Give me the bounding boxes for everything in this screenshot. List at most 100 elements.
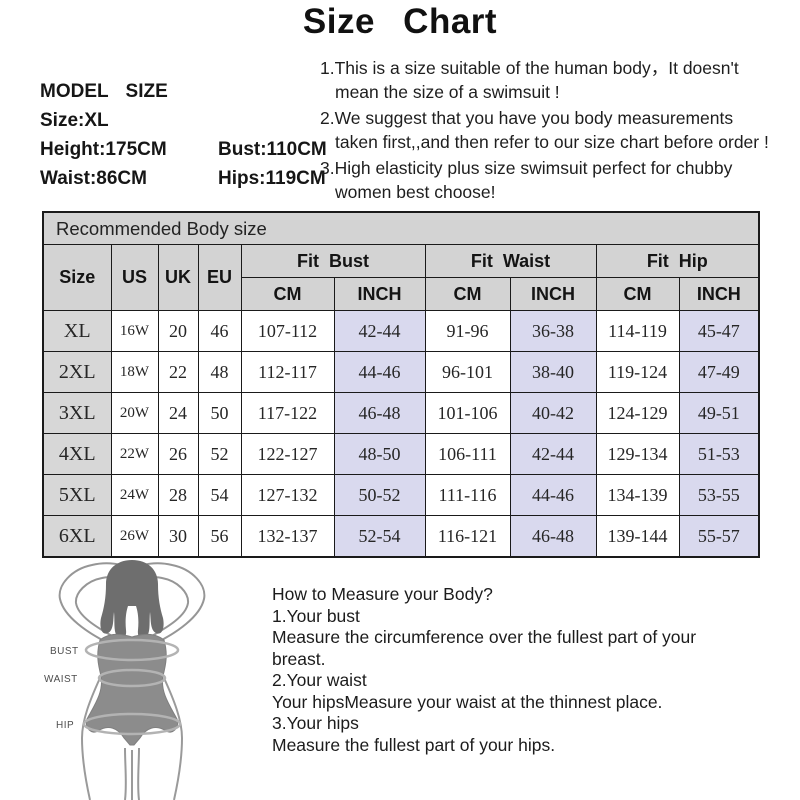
table-caption: Recommended Body size [42, 211, 760, 245]
table-cell: 56 [197, 515, 242, 558]
table-cell: 28 [157, 474, 199, 516]
table-cell: 139-144 [595, 515, 680, 558]
table-group-header-row: Size US UK EU Fit Bust Fit Waist Fit Hip [42, 244, 760, 311]
table-cell: 124-129 [595, 392, 680, 434]
measure-step: 2.Your waist [272, 670, 367, 690]
measure-step: Measure the fullest part of your hips. [272, 734, 556, 755]
table-cell: 106-111 [424, 433, 511, 475]
table-cell: 48-50 [333, 433, 426, 475]
bust-ring [84, 638, 180, 662]
table-cell: 129-134 [595, 433, 680, 475]
table-cell: 132-137 [240, 515, 335, 558]
subheader-waist-inch: INCH [509, 277, 597, 311]
table-cell: 24W [110, 474, 159, 516]
table-cell: 48 [197, 351, 242, 393]
table-cell: 127-132 [240, 474, 335, 516]
table-cell: 30 [157, 515, 199, 558]
subheader-waist-cm: CM [424, 277, 511, 311]
col-header-us: US [110, 244, 159, 311]
table-cell: 54 [197, 474, 242, 516]
col-header-eu: EU [197, 244, 242, 311]
table-cell: 55-57 [678, 515, 760, 558]
table-cell: 36-38 [509, 310, 597, 352]
measure-step: Your hipsMeasure your waist at the thinn… [272, 691, 663, 712]
model-waist: Waist:86CM [40, 168, 147, 189]
subheader-hip-inch: INCH [678, 277, 760, 311]
table-cell: 16W [110, 310, 159, 352]
table-cell: 50 [197, 392, 242, 434]
hair [100, 560, 164, 640]
table-cell: 22 [157, 351, 199, 393]
table-cell: 47-49 [678, 351, 760, 393]
table-cell: 107-112 [240, 310, 335, 352]
table-cell: 101-106 [424, 392, 511, 434]
legs-outline [80, 677, 184, 800]
table-cell: 116-121 [424, 515, 511, 558]
table-cell: 40-42 [509, 392, 597, 434]
note-1: 1.This is a size suitable of the human b… [320, 58, 739, 102]
col-header-fit-bust: Fit Bust [240, 244, 426, 278]
size-table: Recommended Body size Size US UK EU Fit … [42, 211, 761, 558]
table-cell: 122-127 [240, 433, 335, 475]
table-cell: 46 [197, 310, 242, 352]
measure-guide-text: How to Measure your Body? 1.Your bust Me… [272, 584, 772, 756]
table-cell: 51-53 [678, 433, 760, 475]
measure-step: 1.Your bust [272, 605, 360, 626]
body-measure-figure-svg: BUST WAIST HIP [44, 560, 206, 800]
table-cell: 6XL [42, 515, 112, 558]
note-3: 3.High elasticity plus size swimsuit per… [320, 158, 733, 202]
figure-labels: BUST WAIST HIP [44, 646, 78, 731]
size-table-body: XL 16W 20 46 107-112 42-44 91-96 36-38 114-119 45… [42, 310, 760, 558]
model-size-value: Size:XL [40, 110, 109, 131]
measurement-rings [82, 638, 182, 736]
measure-guide-title: How to Measure your Body? [272, 584, 493, 604]
table-cell: 44-46 [333, 351, 426, 393]
hip-ring [82, 712, 182, 736]
table-cell: 134-139 [595, 474, 680, 516]
subheader-bust-inch: INCH [333, 277, 426, 311]
swimsuit [85, 633, 179, 746]
table-cell: 111-116 [424, 474, 511, 516]
measure-step: 3.Your hips [272, 713, 359, 733]
model-bust: Bust:110CM [218, 139, 327, 160]
model-info-block: MODEL SIZE Size:XL Height:175CM Bust:110… [40, 81, 327, 197]
table-cell: 52 [197, 433, 242, 475]
table-cell: 45-47 [678, 310, 760, 352]
table-cell: 20 [157, 310, 199, 352]
measure-step: Measure the circumference over the fulle… [272, 627, 697, 647]
hip-label: HIP [56, 720, 74, 731]
table-cell: 20W [110, 392, 159, 434]
table-cell: 96-101 [424, 351, 511, 393]
table-cell: 42-44 [333, 310, 426, 352]
table-row: 6XL 26W 30 56 132-137 52-54 116-121 46-48 139-14… [42, 515, 760, 558]
table-cell: 52-54 [333, 515, 426, 558]
table-cell: 49-51 [678, 392, 760, 434]
waist-label: WAIST [44, 674, 78, 685]
table-cell: 91-96 [424, 310, 511, 352]
table-cell: 117-122 [240, 392, 335, 434]
note-2: 2.We suggest that you have you body meas… [320, 108, 769, 152]
table-row: 4XL 22W 26 52 122-127 48-50 106-111 42-44 129-13… [42, 433, 760, 475]
subheader-bust-cm: CM [240, 277, 335, 311]
table-cell: 114-119 [595, 310, 680, 352]
col-header-size: Size [42, 244, 112, 311]
table-cell: 22W [110, 433, 159, 475]
table-cell: 44-46 [509, 474, 597, 516]
table-cell: 2XL [42, 351, 112, 393]
table-subheader-row: CM INCH CM INCH CM INCH [43, 277, 760, 311]
table-cell: 46-48 [509, 515, 597, 558]
col-header-fit-waist: Fit Waist [424, 244, 597, 278]
woman-figure-illustration: BUST WAIST HIP [28, 558, 268, 800]
table-cell: 26 [157, 433, 199, 475]
model-height: Height:175CM [40, 139, 167, 160]
table-cell: 3XL [42, 392, 112, 434]
table-row: 3XL 20W 24 50 117-122 46-48 101-106 40-42 124-12… [42, 392, 760, 434]
table-row: 5XL 24W 28 54 127-132 50-52 111-116 44-46 134-13… [42, 474, 760, 516]
table-cell: 24 [157, 392, 199, 434]
table-cell: 5XL [42, 474, 112, 516]
table-cell: 112-117 [240, 351, 335, 393]
table-cell: 18W [110, 351, 159, 393]
measure-step: breast. [272, 648, 326, 669]
subheader-hip-cm: CM [595, 277, 680, 311]
